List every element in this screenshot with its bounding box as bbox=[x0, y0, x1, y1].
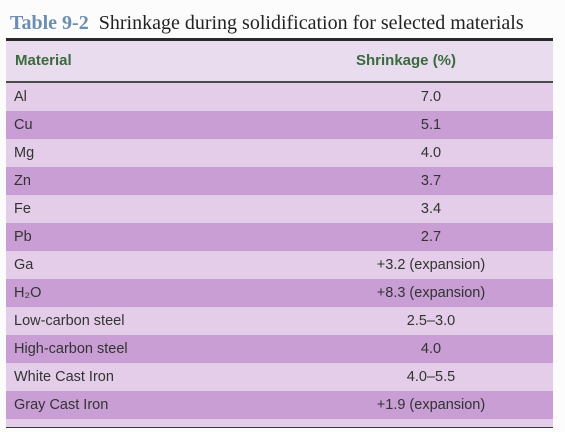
table-row: Mg 4.0 bbox=[6, 139, 553, 167]
material-cell: Fe bbox=[14, 201, 31, 217]
table-row: Al 7.0 bbox=[6, 83, 553, 111]
table-row: High-carbon steel 4.0 bbox=[6, 335, 553, 363]
material-cell: Zn bbox=[14, 173, 31, 189]
shrinkage-table: Material Shrinkage (%) Al 7.0 Cu 5.1 Mg 4.0 Zn… bbox=[6, 38, 553, 428]
table-caption: Table 9-2 Shrinkage during solidification… bbox=[10, 8, 560, 38]
shrinkage-cell: 5.1 bbox=[420, 117, 442, 133]
table-row: Pb 2.7 bbox=[6, 223, 553, 251]
table-header-row: Material Shrinkage (%) bbox=[6, 41, 553, 83]
table-row: Fe 3.4 bbox=[6, 195, 553, 223]
material-cell: High-carbon steel bbox=[14, 341, 128, 357]
shrinkage-cell: 4.0 bbox=[420, 145, 442, 161]
shrinkage-cell: 4.0 bbox=[420, 341, 442, 357]
header-shrinkage: Shrinkage (%) bbox=[356, 52, 457, 69]
material-cell: Gray Cast Iron bbox=[14, 397, 109, 413]
shrinkage-cell: 3.7 bbox=[420, 173, 442, 189]
table-row: Gray Cast Iron +1.9 (expansion) bbox=[6, 391, 553, 419]
table-body: Al 7.0 Cu 5.1 Mg 4.0 Zn 3.7 Fe 3.4 Pb 2.7 Ga +3.2 (ex… bbox=[6, 83, 553, 419]
table-row: Low-carbon steel 2.5–3.0 bbox=[6, 307, 553, 335]
table-row: Cu 5.1 bbox=[6, 111, 553, 139]
material-cell: White Cast Iron bbox=[14, 369, 114, 385]
material-cell: Al bbox=[14, 89, 27, 105]
table-row: Ga +3.2 (expansion) bbox=[6, 251, 553, 279]
shrinkage-cell: 3.4 bbox=[420, 201, 442, 217]
material-cell: Cu bbox=[14, 117, 33, 133]
shrinkage-cell: 7.0 bbox=[420, 89, 442, 105]
table-row: Zn 3.7 bbox=[6, 167, 553, 195]
material-cell: H₂O bbox=[14, 285, 42, 301]
material-cell: Ga bbox=[14, 257, 34, 273]
table-title: Shrinkage during solidification for sele… bbox=[98, 12, 524, 34]
table-number: Table 9-2 bbox=[10, 12, 89, 34]
shrinkage-cell: +8.3 (expansion) bbox=[376, 285, 486, 301]
table-row: White Cast Iron 4.0–5.5 bbox=[6, 363, 553, 391]
shrinkage-cell: +1.9 (expansion) bbox=[376, 397, 486, 413]
shrinkage-cell: +3.2 (expansion) bbox=[376, 257, 486, 273]
material-cell: Low-carbon steel bbox=[14, 313, 125, 329]
table-row: H₂O +8.3 (expansion) bbox=[6, 279, 553, 307]
shrinkage-cell: 4.0–5.5 bbox=[406, 369, 456, 385]
header-material: Material bbox=[15, 52, 72, 69]
material-cell: Mg bbox=[14, 145, 35, 161]
shrinkage-cell: 2.5–3.0 bbox=[406, 313, 456, 329]
material-cell: Pb bbox=[14, 229, 32, 245]
shrinkage-cell: 2.7 bbox=[420, 229, 442, 245]
